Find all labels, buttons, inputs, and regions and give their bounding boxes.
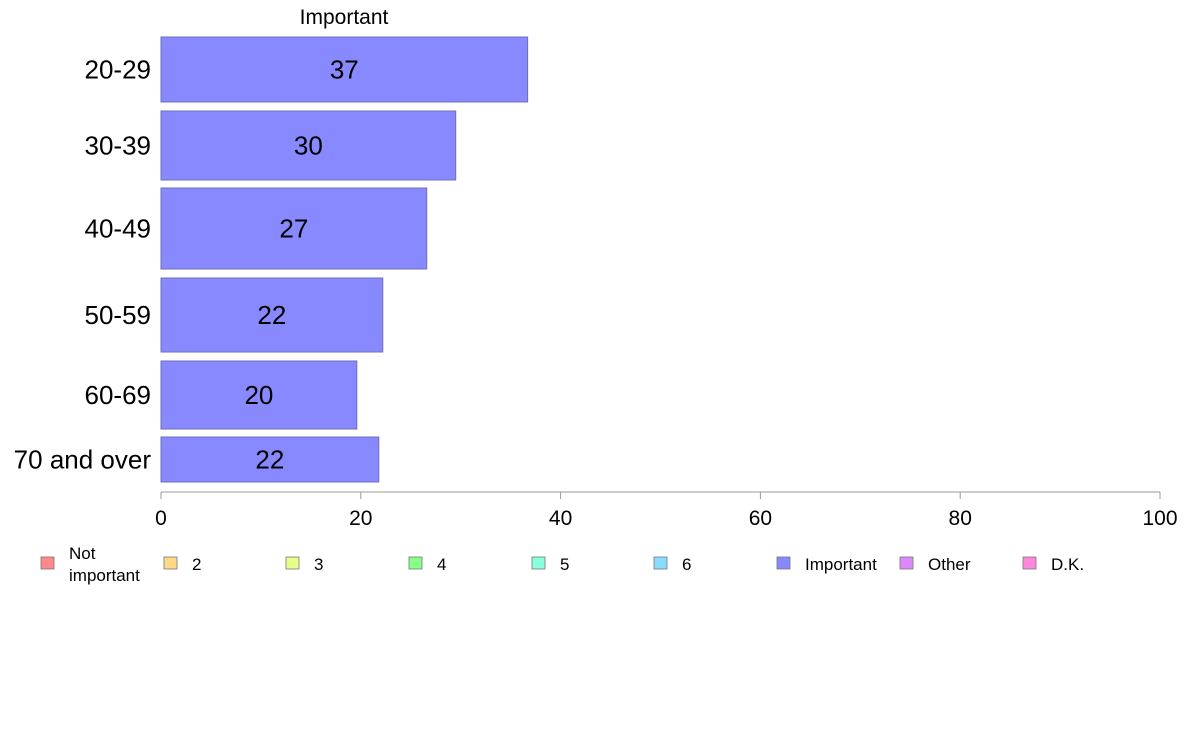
x-tick-label: 40: [549, 507, 572, 530]
x-tick-label: 0: [155, 507, 167, 530]
bar-value-label: 30: [294, 131, 323, 161]
category-labels: 20-29 30-39 40-49 50-59 60-69 70 and over: [14, 55, 152, 475]
legend-item: 2: [163, 555, 201, 574]
legend-label: 6: [682, 555, 691, 574]
legend-label: D.K.: [1051, 555, 1084, 574]
legend-label: Not important: [69, 544, 140, 585]
bar-value-label: 20: [244, 380, 273, 410]
category-label: 60-69: [85, 380, 152, 410]
legend: Not important 2 3 4 5 6 Important Other D.K.: [40, 544, 1084, 585]
legend-label: Important: [805, 555, 877, 574]
bar-value-label: 22: [255, 445, 284, 475]
legend-item: 4: [408, 555, 446, 574]
legend-item: 3: [285, 555, 323, 574]
legend-swatch: [285, 556, 300, 570]
legend-item: D.K.: [1022, 555, 1084, 574]
x-tick-label: 60: [749, 507, 772, 530]
x-tick-label: 80: [949, 507, 972, 530]
legend-item: 6: [653, 555, 691, 574]
x-tick-label: 100: [1142, 507, 1177, 530]
legend-item: 5: [531, 555, 569, 574]
legend-swatch: [1022, 556, 1037, 570]
legend-swatch: [899, 556, 914, 570]
bar-value-label: 27: [279, 214, 308, 244]
bar-value-label: 22: [257, 300, 286, 330]
x-tick-label: 20: [349, 507, 372, 530]
bar-20-29: [160, 36, 529, 103]
bar-value-label: 37: [330, 55, 359, 85]
bar-40-49: [160, 187, 428, 270]
legend-swatch: [531, 556, 546, 570]
category-label: 40-49: [85, 214, 152, 244]
legend-label: 2: [192, 555, 201, 574]
legend-swatch: [40, 556, 55, 570]
category-label: 70 and over: [14, 445, 152, 475]
bar-70-and-over: [160, 436, 380, 483]
category-label: 20-29: [85, 55, 152, 85]
legend-label: 4: [437, 555, 446, 574]
legend-item: Not important: [40, 544, 140, 585]
legend-label: 3: [314, 555, 323, 574]
x-axis: 0 20 40 60 80 100: [155, 491, 1178, 530]
bars-layer: 37 30 27 22 20 22: [160, 36, 529, 483]
legend-swatch: [163, 556, 178, 570]
legend-item: Other: [899, 555, 971, 574]
legend-label: Other: [928, 555, 971, 574]
legend-swatch: [776, 556, 791, 570]
legend-swatch: [408, 556, 423, 570]
category-label: 30-39: [85, 131, 152, 161]
category-label: 50-59: [85, 300, 152, 330]
legend-swatch: [653, 556, 668, 570]
legend-item: Important: [776, 555, 877, 574]
bar-30-39: [160, 110, 457, 181]
legend-label: 5: [560, 555, 569, 574]
bar-50-59: [160, 277, 384, 353]
chart-title: Important: [300, 6, 389, 29]
bar-60-69: [160, 360, 358, 430]
